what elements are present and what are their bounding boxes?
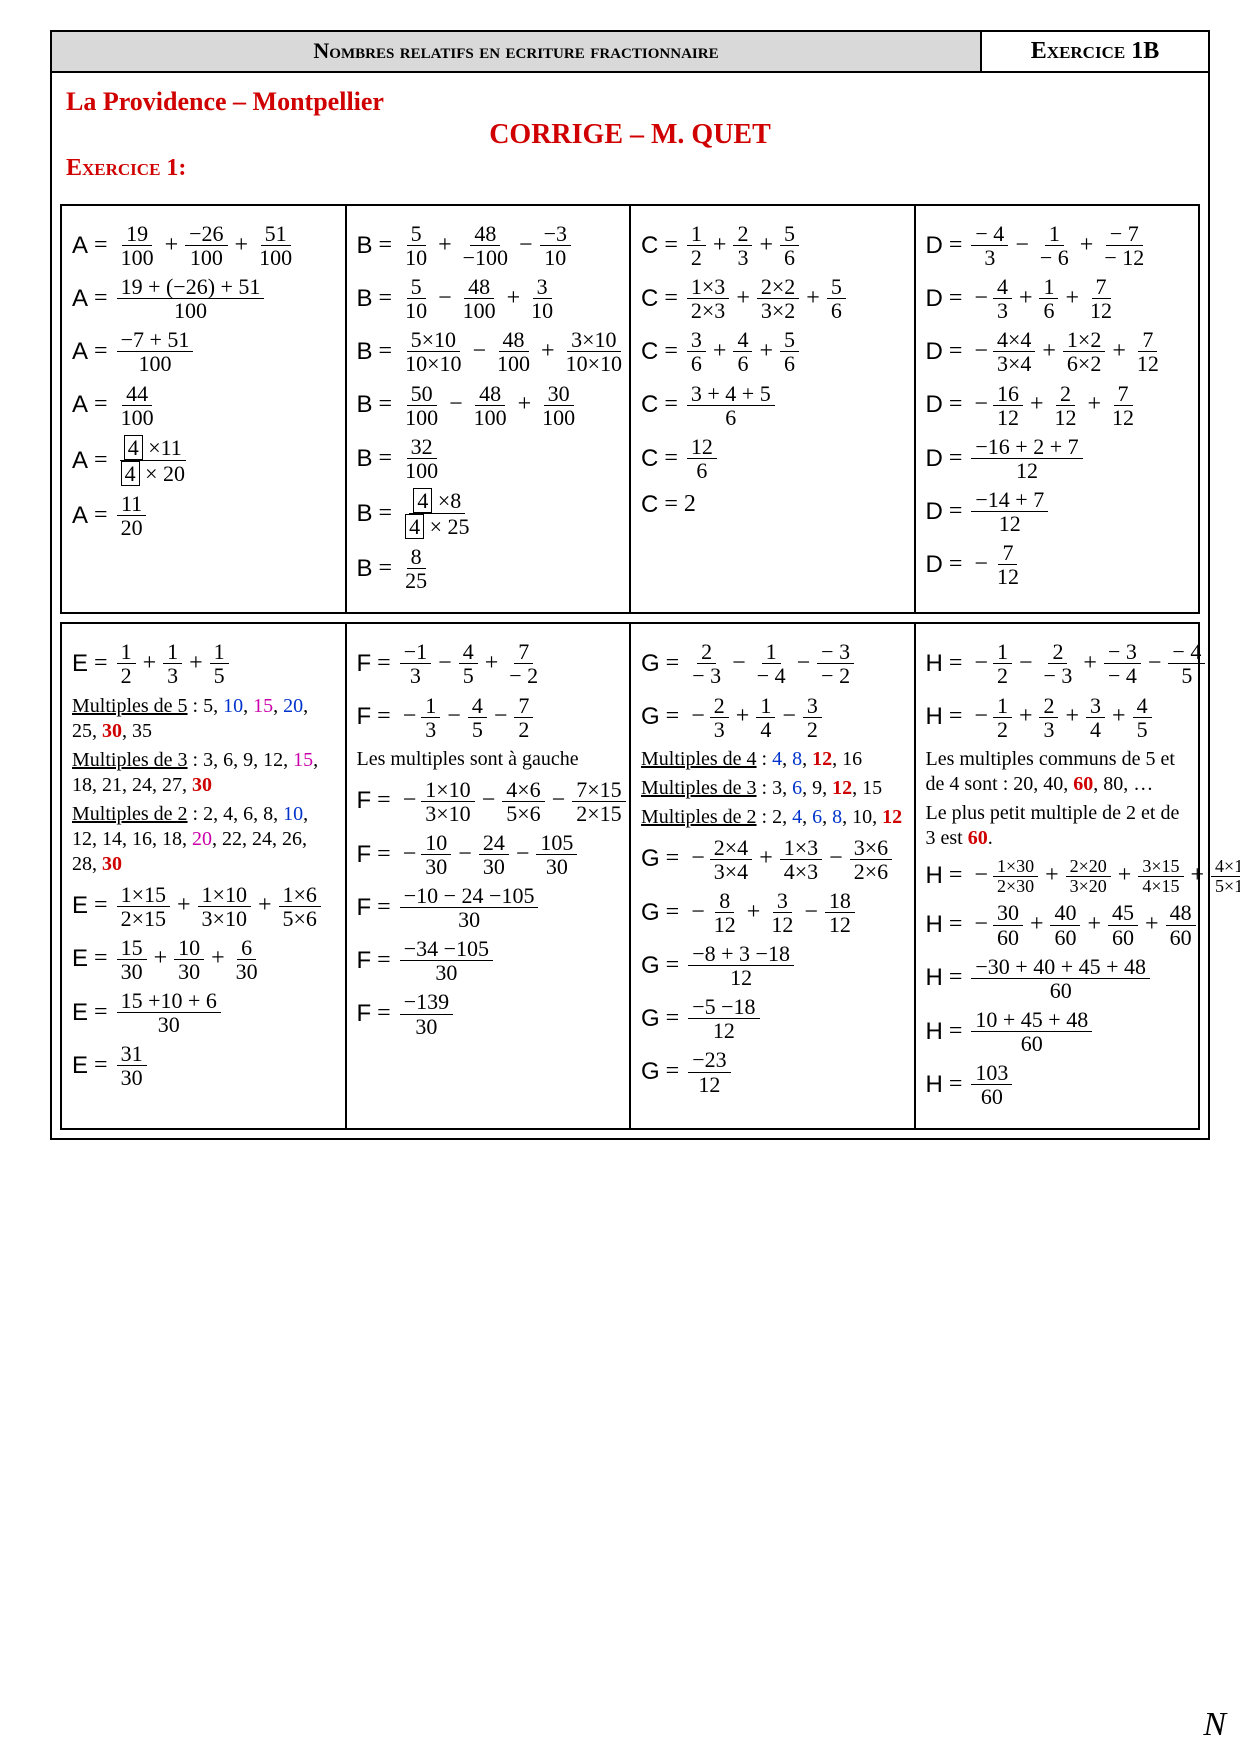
equation-line: D=−43+16+712 bbox=[926, 275, 1191, 322]
note-line: Les multiples sont à gauche bbox=[357, 747, 622, 772]
equation-line: D=−712 bbox=[926, 541, 1191, 588]
document-frame: Nombres relatifs en ecriture fractionnai… bbox=[50, 30, 1210, 1140]
multiples-note: Multiples de 3 : 3, 6, 9, 12, 15, 18, 21… bbox=[72, 748, 337, 798]
page: Nombres relatifs en ecriture fractionnai… bbox=[0, 0, 1240, 1754]
equation-line: B=510+48−100−−310 bbox=[357, 222, 622, 269]
equation-line: F=−13−45+7− 2 bbox=[357, 640, 622, 687]
equation-line: B=825 bbox=[357, 545, 622, 592]
equation-line: A=19 + (−26) + 51100 bbox=[72, 275, 337, 322]
equation-line: G=−23+14−32 bbox=[641, 694, 906, 741]
equation-line: B=510−48100+310 bbox=[357, 275, 622, 322]
equation-line: A=4 ×114 × 20 bbox=[72, 435, 337, 486]
cell-a: A=19100+−26100+51100 A=19 + (−26) + 51100… bbox=[62, 206, 347, 612]
cell-f: F=−13−45+7− 2 F=−13−45−72 Les multiples so… bbox=[347, 624, 632, 1128]
equation-line: H=−12+23+34+45 bbox=[926, 694, 1191, 741]
equation-line: D=−1612+212+712 bbox=[926, 382, 1191, 429]
equation-line: H=−1×302×30+2×203×20+3×154×15+4×125×12 bbox=[926, 857, 1191, 896]
equation-line: C=1×32×3+2×23×2+56 bbox=[641, 275, 906, 322]
exercise-label: Exercice 1B bbox=[982, 32, 1208, 71]
row: E=12+13+15 Multiples de 5 : 5, 10, 15, 20… bbox=[62, 624, 1198, 1128]
equation-line: E=3130 bbox=[72, 1042, 337, 1089]
multiples-note: Multiples de 2 : 2, 4, 6, 8, 10, 12 bbox=[641, 805, 906, 830]
equation-line: F=−1×103×10−4×65×6−7×152×15 bbox=[357, 778, 622, 825]
equation-line: D=−4×43×4+1×26×2+712 bbox=[926, 328, 1191, 375]
equation-line: D=−14 + 712 bbox=[926, 488, 1191, 535]
cell-c: C=12+23+56 C=1×32×3+2×23×2+56 C=36+46+56 C=… bbox=[631, 206, 916, 612]
equation-line: F=−13930 bbox=[357, 990, 622, 1037]
corner-mark: N bbox=[1203, 1706, 1226, 1744]
equation-line: C=12+23+56 bbox=[641, 222, 906, 269]
equation-line: F=−1030−2430−10530 bbox=[357, 831, 622, 878]
cell-h: H=−12−2− 3+− 3− 4−− 45 H=−12+23+34+45 Les … bbox=[916, 624, 1199, 1128]
equation-line: G=−8 + 3 −1812 bbox=[641, 942, 906, 989]
grid-row-1: A=19100+−26100+51100 A=19 + (−26) + 51100… bbox=[60, 204, 1200, 614]
equation-line: D=−16 + 2 + 712 bbox=[926, 435, 1191, 482]
equation-line: G=−812+312−1812 bbox=[641, 889, 906, 936]
equation-line: A=44100 bbox=[72, 382, 337, 429]
equation-line: H=10 + 45 + 4860 bbox=[926, 1008, 1191, 1055]
multiples-note: Multiples de 2 : 2, 4, 6, 8, 10, 12, 14,… bbox=[72, 802, 337, 877]
equation-line: C=126 bbox=[641, 435, 906, 482]
note-line: Le plus petit multiple de 2 et de 3 est … bbox=[926, 801, 1191, 851]
equation-line: B=50100−48100+30100 bbox=[357, 382, 622, 429]
equation-line: B=5×1010×10−48100+3×1010×10 bbox=[357, 328, 622, 375]
headings: La Providence – Montpellier CORRIGE – M.… bbox=[52, 73, 1208, 196]
equation-line: B=4 ×84 × 25 bbox=[357, 488, 622, 539]
equation-line: H=−3060+4060+4560+4860 bbox=[926, 901, 1191, 948]
equation-line: G=−5 −1812 bbox=[641, 995, 906, 1042]
cell-b: B=510+48−100−−310 B=510−48100+310 B=5×1010… bbox=[347, 206, 632, 612]
equation-line: F=−34 −10530 bbox=[357, 937, 622, 984]
equation-line: A=−7 + 51100 bbox=[72, 328, 337, 375]
note-line: Les multiples communs de 5 et de 4 sont … bbox=[926, 747, 1191, 797]
multiples-note: Multiples de 5 : 5, 10, 15, 20, 25, 30, … bbox=[72, 694, 337, 744]
multiples-note: Multiples de 3 : 3, 6, 9, 12, 15 bbox=[641, 776, 906, 801]
equation-line: G=−2×43×4+1×34×3−3×62×6 bbox=[641, 836, 906, 883]
equation-line: B=32100 bbox=[357, 435, 622, 482]
equation-line: H=−12−2− 3+− 3− 4−− 45 bbox=[926, 640, 1191, 687]
equation-line: G=2− 3−1− 4−− 3− 2 bbox=[641, 640, 906, 687]
cell-e: E=12+13+15 Multiples de 5 : 5, 10, 15, 20… bbox=[62, 624, 347, 1128]
equation-line: C=36+46+56 bbox=[641, 328, 906, 375]
cell-d: D=− 43−1− 6+− 7− 12 D=−43+16+712 D=−4×43×4… bbox=[916, 206, 1199, 612]
multiples-note: Multiples de 4 : 4, 8, 12, 16 bbox=[641, 747, 906, 772]
title-bar: Nombres relatifs en ecriture fractionnai… bbox=[52, 32, 1208, 73]
equation-line: A=1120 bbox=[72, 492, 337, 539]
equation-line: E=1530+1030+630 bbox=[72, 936, 337, 983]
grid-row-2: E=12+13+15 Multiples de 5 : 5, 10, 15, 20… bbox=[60, 622, 1200, 1130]
exercise-1-title: Exercice 1: bbox=[66, 155, 1194, 182]
equation-line: D=− 43−1− 6+− 7− 12 bbox=[926, 222, 1191, 269]
equation-line: A=19100+−26100+51100 bbox=[72, 222, 337, 269]
equation-line: E=15 +10 + 630 bbox=[72, 989, 337, 1036]
equation-line: C=2 bbox=[641, 488, 906, 522]
equation-line: H=10360 bbox=[926, 1061, 1191, 1108]
equation-line: G=−2312 bbox=[641, 1048, 906, 1095]
main-title: Nombres relatifs en ecriture fractionnai… bbox=[52, 32, 982, 71]
equation-line: E=12+13+15 bbox=[72, 640, 337, 687]
corrige-title: CORRIGE – M. QUET bbox=[66, 119, 1194, 151]
cell-g: G=2− 3−1− 4−− 3− 2 G=−23+14−32 Multiples d… bbox=[631, 624, 916, 1128]
equation-line: C=3 + 4 + 56 bbox=[641, 382, 906, 429]
equation-line: E=1×152×15+1×103×10+1×65×6 bbox=[72, 883, 337, 930]
equation-line: H=−30 + 40 + 45 + 4860 bbox=[926, 955, 1191, 1002]
school-name: La Providence – Montpellier bbox=[66, 87, 1194, 117]
equation-line: F=−10 − 24 −10530 bbox=[357, 884, 622, 931]
row: A=19100+−26100+51100 A=19 + (−26) + 51100… bbox=[62, 206, 1198, 612]
equation-line: F=−13−45−72 bbox=[357, 694, 622, 741]
